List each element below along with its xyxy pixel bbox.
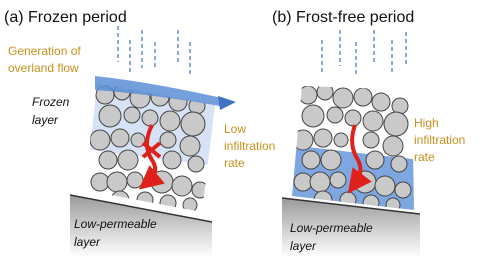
- pebble: [330, 172, 346, 188]
- pebble: [314, 129, 332, 147]
- pebble: [90, 130, 110, 150]
- pebble: [333, 88, 353, 108]
- pebble: [160, 132, 176, 148]
- pebble: [310, 172, 330, 192]
- panel-b: (b) Frost-free period High infiltration …: [272, 9, 465, 257]
- pebble: [383, 136, 403, 156]
- pebble: [363, 132, 379, 148]
- pebble: [375, 176, 395, 196]
- pebble: [345, 110, 361, 126]
- flow-arrow: [218, 96, 236, 110]
- panel-title: (a) Frozen period: [4, 9, 127, 26]
- pebble: [299, 86, 317, 104]
- label: rate: [414, 150, 435, 164]
- diagram: (a) Frozen period Generation of overland…: [0, 0, 479, 257]
- pebble: [321, 150, 341, 170]
- pebble: [127, 172, 143, 188]
- pebble: [181, 112, 205, 136]
- pebble: [180, 136, 200, 156]
- pebble: [118, 150, 138, 170]
- pebble: [392, 98, 408, 114]
- pebble: [160, 195, 176, 211]
- pebble: [294, 173, 312, 191]
- label: Low-permeable: [74, 217, 157, 231]
- panel-title: (b) Frost-free period: [272, 9, 414, 26]
- label: layer: [74, 235, 101, 249]
- pebble: [188, 156, 204, 172]
- rain: [322, 30, 406, 74]
- pebble: [334, 133, 348, 147]
- pebble: [172, 176, 192, 196]
- pebble: [302, 151, 320, 169]
- label: Frozen: [32, 95, 70, 109]
- label: Low-permeable: [290, 221, 373, 235]
- pebble: [354, 88, 372, 106]
- label: infiltration: [224, 139, 275, 153]
- pebble: [327, 107, 343, 123]
- label: Generation of: [8, 44, 81, 58]
- label: overland flow: [8, 61, 79, 75]
- pebble: [111, 129, 129, 147]
- pebble: [160, 111, 180, 131]
- label: infiltration: [414, 133, 465, 147]
- pebble: [163, 151, 181, 169]
- pebble: [391, 156, 407, 172]
- label: Low: [224, 122, 246, 136]
- label: rate: [224, 156, 245, 170]
- pebble: [363, 111, 383, 131]
- rain: [118, 26, 190, 76]
- pebble: [293, 130, 313, 150]
- label: layer: [290, 239, 317, 253]
- pebble: [366, 151, 384, 169]
- pebble: [395, 182, 411, 198]
- panel-a: (a) Frozen period Generation of overland…: [4, 9, 275, 257]
- pebble: [192, 182, 208, 198]
- label: layer: [32, 113, 59, 127]
- label: High: [414, 116, 439, 130]
- pebble: [372, 93, 390, 111]
- pebble: [142, 110, 158, 126]
- pebble: [99, 151, 117, 169]
- pebble: [384, 112, 408, 136]
- pebble: [99, 105, 121, 127]
- pebble: [317, 84, 333, 100]
- pebble: [124, 107, 140, 123]
- pebble: [91, 173, 109, 191]
- pebble: [107, 172, 127, 192]
- pebble: [183, 198, 197, 212]
- pebble: [302, 105, 324, 127]
- pebble: [137, 192, 153, 208]
